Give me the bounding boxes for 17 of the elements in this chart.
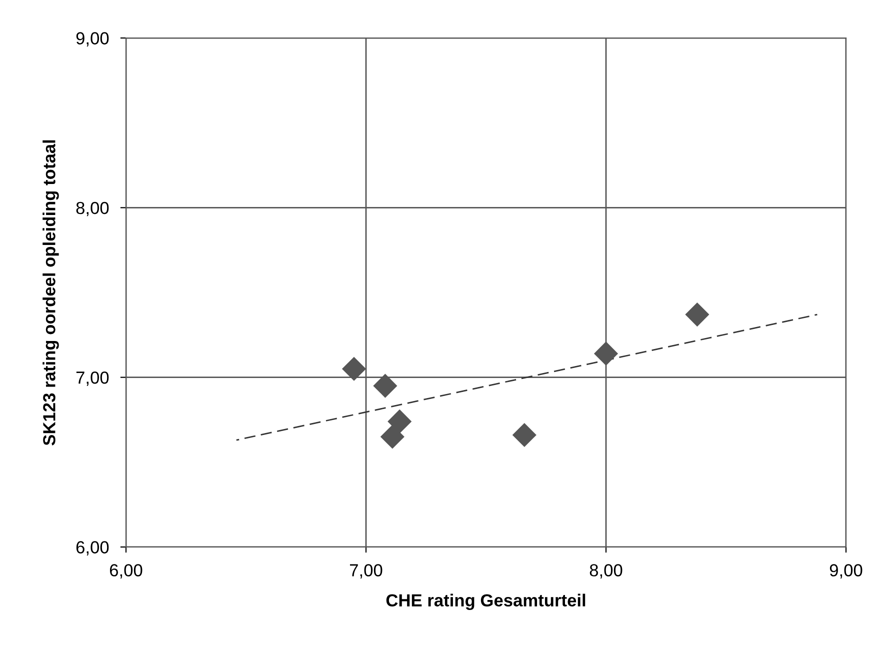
x-tick-label: 6,00 <box>110 564 142 578</box>
x-tick-label: 7,00 <box>350 564 382 578</box>
point <box>594 342 618 366</box>
x-tick-label: 8,00 <box>590 564 622 578</box>
y-tick-label: 9,00 <box>76 32 109 47</box>
point <box>380 424 404 449</box>
point <box>512 422 536 448</box>
y-tick-label: 6,00 <box>76 541 109 556</box>
y-axis-title: SK123 rating oordeel opleiding totaal <box>42 140 59 446</box>
x-tick-label: 9,00 <box>830 564 862 578</box>
point <box>373 374 398 398</box>
point <box>388 409 412 434</box>
x-axis-title: CHE rating Gesamturteil <box>386 594 586 610</box>
point <box>342 356 366 381</box>
y-tick-label: 8,00 <box>76 202 109 216</box>
point <box>685 302 710 327</box>
y-tick-label: 7,00 <box>76 372 109 386</box>
